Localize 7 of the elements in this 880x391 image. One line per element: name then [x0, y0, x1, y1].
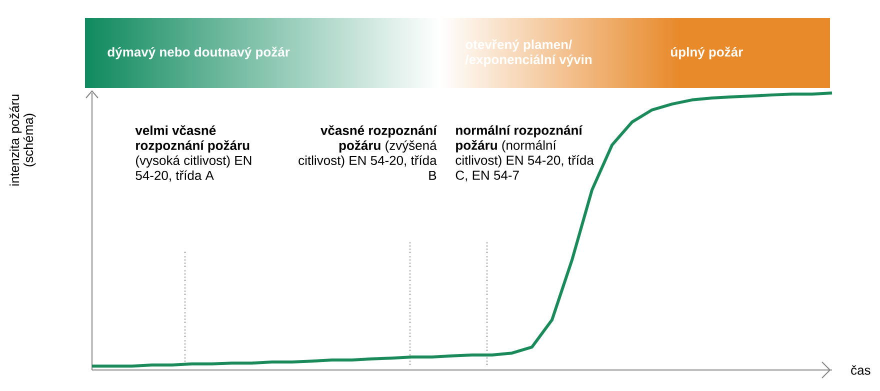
annotation: velmi včasné rozpoznání požáru (vysoká citlivost) EN 54-20, třída A	[135, 125, 252, 182]
text: dýmavý nebo doutnavý požár	[108, 46, 290, 60]
text: úplný požár	[671, 46, 743, 60]
annotation: včasné rozpoznání požáru (zvýšená citlivost) EN 54-20, třída B	[298, 125, 438, 180]
annotation: normální rozpoznání požáru (normální citlivost) EN 54-20, třída C, EN 54-7	[456, 125, 594, 182]
y-axis-title: intenzita požáru (schéma)	[9, 94, 36, 186]
x-axis-title: čas	[851, 365, 870, 375]
